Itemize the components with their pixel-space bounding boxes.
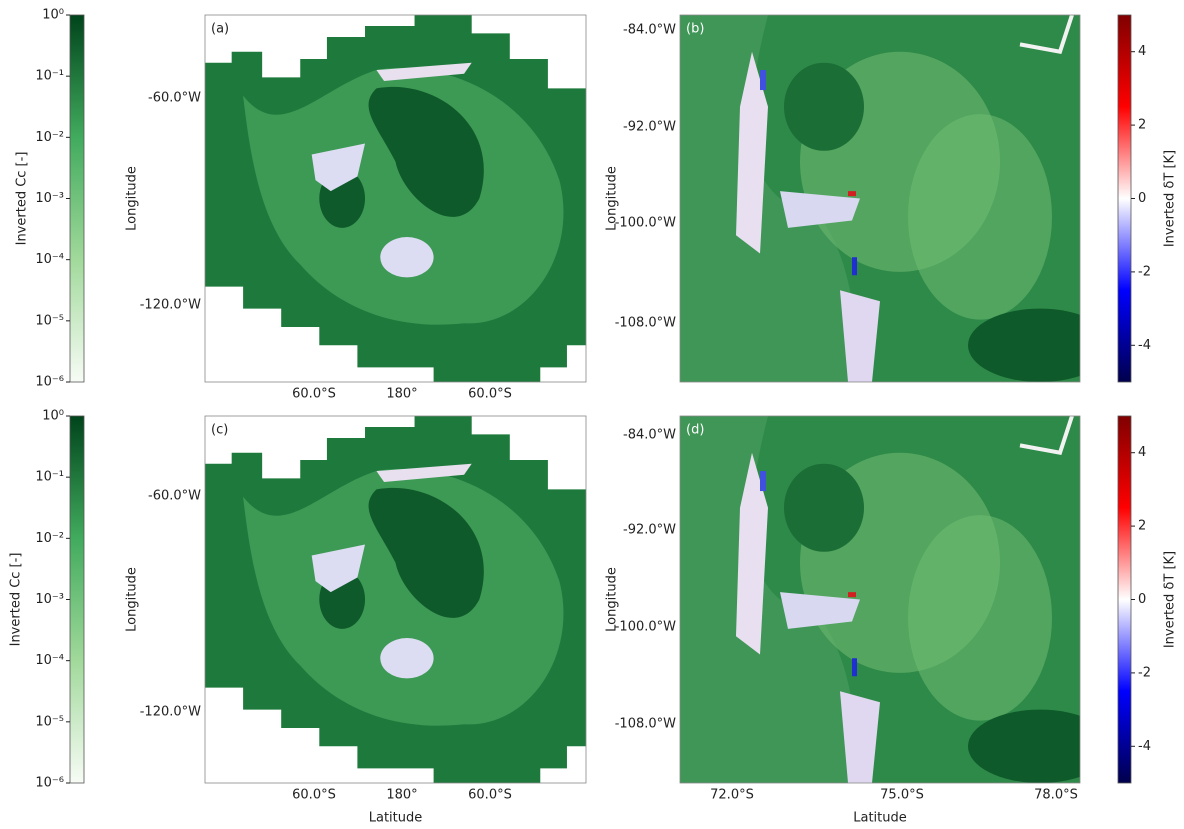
y-tick-label: -60.0°W (148, 91, 201, 106)
x-tick-label: 60.0°S (292, 387, 336, 402)
anomaly (852, 658, 857, 676)
lowland (968, 309, 1112, 382)
colorbar-tick-label: 10⁰ (42, 8, 64, 23)
map-panel: (b)Longitude-84.0°W-92.0°W-100.0°W-108.0… (605, 15, 1113, 382)
y-tick-label: -120.0°W (140, 705, 201, 720)
colorbar-tick-label: -4 (1138, 739, 1151, 754)
colorbar: 4 2 0 -2 -4 Inverted δT [K] (1118, 15, 1178, 382)
colorbar: 10⁰ 10⁻¹ 10⁻² 10⁻³ 10⁻⁴ 10⁻⁵ 10⁻⁶ Inverted Cc [… (15, 8, 85, 390)
colorbar-tick-label: 10⁻⁵ (35, 313, 64, 328)
panel-label: (d) (686, 423, 704, 438)
y-tick-label: -120.0°W (140, 298, 201, 313)
colorbar-fill (1118, 416, 1131, 783)
colorbar-tick-label: 10⁻⁵ (35, 714, 64, 729)
colorbar-label: Inverted δT [K] (1163, 150, 1178, 247)
y-tick-label: -108.0°W (615, 316, 676, 331)
colorbar-tick-label: 10⁻¹ (35, 470, 64, 485)
colorbar-tick-label: -2 (1138, 665, 1151, 680)
x-tick-label: 60.0°S (292, 788, 336, 803)
colorbar-tick-label: 10⁻⁶ (35, 776, 64, 791)
highland (908, 515, 1052, 721)
colorbar-tick-label: 10⁻⁴ (35, 653, 64, 668)
lowland (784, 63, 864, 151)
anomaly (848, 592, 856, 597)
anomaly (852, 257, 857, 275)
x-axis-label: Latitude (369, 811, 423, 826)
y-tick-label: -60.0°W (148, 489, 201, 504)
colorbar-fill (70, 15, 84, 382)
y-tick-label: -92.0°W (623, 120, 676, 135)
x-tick-label: 180° (386, 387, 417, 402)
highland (908, 114, 1052, 320)
y-tick-label: -84.0°W (623, 428, 676, 443)
colorbar-label: Inverted δT [K] (1163, 551, 1178, 648)
map-image (205, 15, 586, 382)
colorbar: 10⁰ 10⁻¹ 10⁻² 10⁻³ 10⁻⁴ 10⁻⁵ 10⁻⁶ Inverted Cc [… (9, 409, 85, 791)
panel-label: (c) (211, 423, 228, 438)
x-tick-label: 60.0°S (468, 788, 512, 803)
colorbar-tick-label: 4 (1138, 44, 1146, 59)
map-image (680, 416, 1112, 783)
ice-shelf (380, 638, 433, 678)
y-tick-label: -84.0°W (623, 23, 676, 38)
colorbar-label: Inverted Cc [-] (9, 553, 24, 647)
colorbar-tick-label: -2 (1138, 264, 1151, 279)
colorbar-tick-label: 0 (1138, 592, 1146, 607)
colorbar-fill (70, 416, 84, 783)
x-tick-label: 78.0°S (1034, 788, 1078, 803)
y-tick-label: -100.0°W (615, 620, 676, 635)
colorbar-tick-label: 0 (1138, 191, 1146, 206)
lowland (968, 710, 1112, 783)
figure: (a) Longitude -60.0°W -120.0°W 60.0°S 180° 60.… (0, 0, 1184, 829)
y-tick-label: -92.0°W (623, 523, 676, 538)
ice-shelf (380, 237, 433, 277)
colorbar-tick-label: 10⁻³ (35, 191, 64, 206)
colorbar-tick-label: 10⁻⁶ (35, 375, 64, 390)
y-tick-label: -108.0°W (615, 717, 676, 732)
anomaly (848, 191, 856, 196)
map-panel: (c) Longitude -60.0°W -120.0°W 60.0°S 180° 60.… (125, 416, 587, 826)
colorbar-tick-label: 4 (1138, 445, 1146, 460)
map-panel: (d)Longitude-84.0°W-92.0°W-100.0°W-108.0… (605, 416, 1113, 826)
y-tick-label: -100.0°W (615, 216, 676, 231)
colorbar-tick-label: 2 (1138, 519, 1146, 534)
map-image (205, 416, 586, 783)
anomaly (760, 70, 766, 90)
y-axis-label: Longitude (125, 166, 140, 231)
map-panel: (a) Longitude -60.0°W -120.0°W 60.0°S 180° 60.… (125, 15, 587, 402)
colorbar-tick-label: 2 (1138, 118, 1146, 133)
colorbar-tick-label: 10⁻¹ (35, 69, 64, 84)
x-axis-label: Latitude (853, 811, 907, 826)
colorbar-tick-label: -4 (1138, 338, 1151, 353)
x-tick-label: 180° (386, 788, 417, 803)
colorbar-tick-label: 10⁻⁴ (35, 252, 64, 267)
colorbar-label: Inverted Cc [-] (15, 152, 30, 246)
colorbar-tick-label: 10⁻² (35, 531, 64, 546)
panel-label: (a) (211, 22, 229, 37)
colorbar-tick-label: 10⁻³ (35, 592, 64, 607)
colorbar-tick-label: 10⁰ (42, 409, 64, 424)
map-image (680, 15, 1112, 382)
y-axis-label: Longitude (125, 567, 140, 632)
colorbar: 4 2 0 -2 -4 Inverted δT [K] (1118, 416, 1178, 783)
colorbar-tick-label: 10⁻² (35, 130, 64, 145)
panel-label: (b) (686, 22, 704, 37)
x-tick-label: 75.0°S (880, 788, 924, 803)
colorbar-fill (1118, 15, 1131, 382)
anomaly (760, 471, 766, 491)
lowland (784, 464, 864, 552)
x-tick-label: 72.0°S (710, 788, 754, 803)
x-tick-label: 60.0°S (468, 387, 512, 402)
